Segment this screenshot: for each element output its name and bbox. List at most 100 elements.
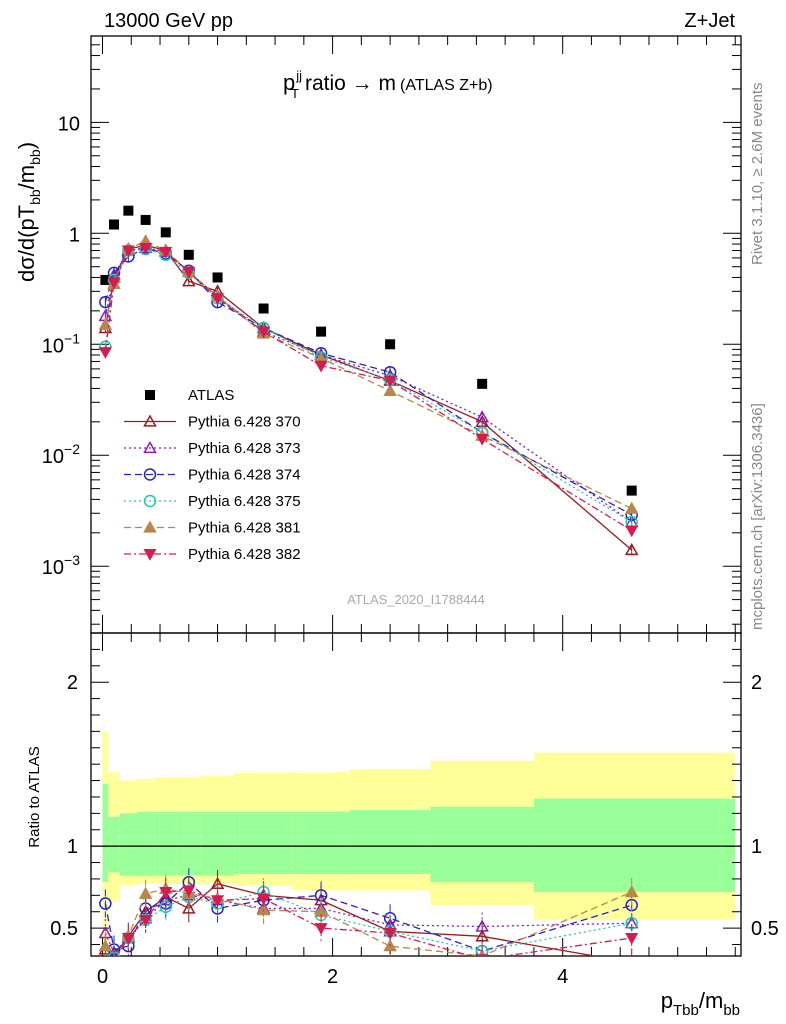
- data-point: [99, 295, 112, 309]
- ratio-point: [314, 923, 328, 935]
- x-tick-label: 2: [327, 966, 338, 988]
- band-inner: [234, 811, 293, 875]
- data-point: [121, 245, 135, 258]
- ratio-frame: [90, 632, 742, 957]
- ratio-y-tick-label: 2: [751, 672, 762, 694]
- band-inner: [177, 811, 201, 876]
- legend-marker: [143, 494, 157, 508]
- data-point: [109, 219, 120, 230]
- analysis-id: ATLAS_2020_I1788444: [347, 592, 485, 607]
- ratio-point: [475, 919, 489, 932]
- data-point: [100, 274, 111, 285]
- data-point: [383, 383, 397, 397]
- ratio-point: [631, 955, 632, 956]
- ratio-y-tick-label: 0.5: [50, 918, 78, 940]
- ratio-line: [104, 888, 632, 956]
- ratio-point: [257, 893, 271, 906]
- data-point: [475, 410, 489, 423]
- mcplots-label: mcplots.cern.ch [arXiv:1306.3436]: [749, 403, 766, 630]
- legend-label: Pythia 6.428 374: [188, 467, 301, 484]
- ratio-point: [383, 928, 397, 940]
- data-point: [139, 242, 153, 255]
- data-point: [182, 274, 196, 287]
- legend-label: Pythia 6.428 381: [188, 520, 301, 537]
- band-inner: [108, 816, 120, 873]
- band-inner: [292, 811, 350, 875]
- band-inner: [137, 811, 155, 876]
- data-point: [624, 501, 639, 514]
- main-ylabel: dσ/d(pTbb/mbb): [14, 142, 43, 282]
- header-right: Z+Jet: [684, 10, 735, 32]
- ratio-point: [113, 955, 115, 956]
- data-point: [182, 266, 196, 279]
- band-inner: [119, 813, 138, 876]
- ratio-line: [116, 889, 632, 956]
- y-tick-label: 1: [69, 224, 80, 246]
- data-point: [257, 326, 271, 339]
- ratio-point: [159, 887, 173, 899]
- ratio-point: [475, 954, 489, 956]
- ratio-point: [182, 885, 196, 898]
- legend-marker: [145, 390, 155, 400]
- series-line: [104, 248, 633, 523]
- band-inner: [533, 798, 736, 893]
- legend: ATLAS Pythia 6.428 370 Pythia 6.428 373 Pyt…: [124, 387, 301, 563]
- legend-marker: [143, 520, 157, 533]
- band-inner: [200, 811, 235, 876]
- ratio-series-group: [98, 868, 639, 956]
- legend-marker: [143, 468, 157, 481]
- data-point: [107, 277, 121, 290]
- data-point: [477, 378, 488, 389]
- ratio-y-tick-label: 1: [751, 836, 762, 858]
- data-point: [625, 525, 639, 538]
- ratio-point: [121, 932, 135, 945]
- legend-label: Pythia 6.428 370: [188, 414, 301, 431]
- main-frame: [90, 35, 742, 634]
- x-tick-label: 0: [97, 966, 108, 988]
- data-point: [383, 375, 397, 388]
- data-point: [183, 249, 194, 260]
- data-point: [123, 205, 134, 216]
- ratio-point: [624, 885, 639, 898]
- data-point: [212, 272, 223, 283]
- y-tick-label: 10: [58, 113, 80, 135]
- data-point: [211, 293, 225, 305]
- ratio-line: [104, 881, 632, 952]
- data-point: [159, 246, 173, 259]
- data-point: [624, 542, 639, 556]
- legend-label: Pythia 6.428 382: [188, 546, 301, 563]
- ratio-y-tick-label: 0.5: [751, 918, 779, 940]
- y-tick-label: 10−1: [42, 330, 80, 357]
- ratio-point: [107, 955, 121, 956]
- y-tick-label: 10−2: [42, 441, 80, 468]
- data-point: [385, 339, 396, 350]
- band-inner: [102, 783, 109, 883]
- ratio-point: [625, 932, 639, 945]
- data-point: [314, 360, 328, 373]
- ratio-panel: 0 2 4 0.5 0.5 1 1 2 2: [50, 36, 779, 988]
- data-point: [140, 214, 151, 225]
- data-point: [475, 434, 489, 446]
- main-panel: 10−3 10−2 10−1 1 10: [42, 35, 742, 634]
- x-tick-label: 4: [557, 966, 568, 988]
- rivet-label: Rivet 3.1.10, ≥ 2.6M events: [749, 83, 766, 266]
- series-line: [104, 244, 633, 551]
- legend-marker: [143, 548, 157, 561]
- legend-label: Pythia 6.428 373: [188, 440, 301, 457]
- legend-label: Pythia 6.428 375: [188, 493, 301, 510]
- legend-label: ATLAS: [188, 387, 234, 404]
- y-tick-label: 10−3: [42, 552, 80, 579]
- ratio-ylabel: Ratio to ATLAS: [26, 746, 43, 847]
- data-point: [98, 347, 112, 359]
- series-line: [104, 247, 633, 531]
- ratio-y-tick-label: 1: [67, 836, 78, 858]
- ratio-point: [138, 886, 153, 899]
- series-line: [104, 247, 633, 523]
- xlabel: pTbb/mbb: [661, 988, 740, 1019]
- data-point: [626, 485, 637, 496]
- ratio-point: [256, 903, 271, 916]
- ratio-point: [139, 914, 153, 927]
- legend-marker: [143, 414, 157, 427]
